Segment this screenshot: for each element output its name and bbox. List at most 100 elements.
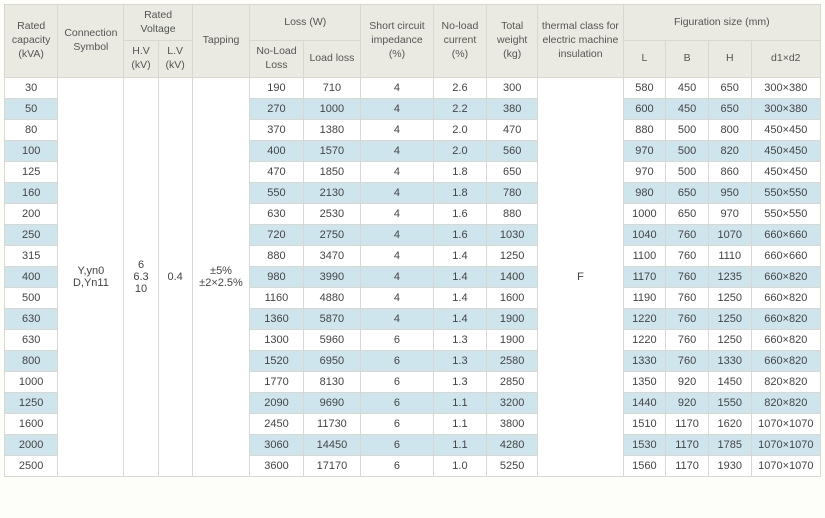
cell-total-weight: 880 <box>487 203 538 224</box>
cell-kva: 400 <box>5 266 58 287</box>
cell-L: 1220 <box>623 308 666 329</box>
cell-L: 1510 <box>623 413 666 434</box>
cell-no-load-current: 1.6 <box>433 203 486 224</box>
cell-total-weight: 1030 <box>487 224 538 245</box>
cell-load-loss: 710 <box>303 77 361 98</box>
cell-no-load-current: 1.1 <box>433 434 486 455</box>
cell-total-weight: 1900 <box>487 329 538 350</box>
cell-L: 1220 <box>623 329 666 350</box>
cell-L: 1000 <box>623 203 666 224</box>
cell-H: 1070 <box>708 224 751 245</box>
cell-load-loss: 3990 <box>303 266 361 287</box>
cell-d1d2: 1070×1070 <box>751 434 820 455</box>
cell-L: 1440 <box>623 392 666 413</box>
cell-no-load-loss: 2090 <box>250 392 303 413</box>
cell-L: 880 <box>623 119 666 140</box>
cell-load-loss: 11730 <box>303 413 361 434</box>
cell-total-weight: 5250 <box>487 455 538 476</box>
cell-d1d2: 450×450 <box>751 140 820 161</box>
cell-B: 760 <box>666 224 709 245</box>
cell-kva: 100 <box>5 140 58 161</box>
cell-impedance: 6 <box>361 434 434 455</box>
cell-no-load-current: 1.4 <box>433 266 486 287</box>
cell-H: 1930 <box>708 455 751 476</box>
cell-B: 920 <box>666 392 709 413</box>
cell-d1d2: 820×820 <box>751 392 820 413</box>
cell-L: 580 <box>623 77 666 98</box>
cell-kva: 200 <box>5 203 58 224</box>
cell-load-loss: 1380 <box>303 119 361 140</box>
cell-H: 1330 <box>708 350 751 371</box>
cell-no-load-current: 2.2 <box>433 98 486 119</box>
cell-kva: 630 <box>5 308 58 329</box>
cell-no-load-current: 2.0 <box>433 119 486 140</box>
cell-kva: 500 <box>5 287 58 308</box>
cell-kva: 250 <box>5 224 58 245</box>
cell-total-weight: 1900 <box>487 308 538 329</box>
cell-total-weight: 3800 <box>487 413 538 434</box>
cell-no-load-current: 1.1 <box>433 392 486 413</box>
cell-no-load-current: 1.3 <box>433 350 486 371</box>
cell-impedance: 6 <box>361 455 434 476</box>
cell-total-weight: 560 <box>487 140 538 161</box>
cell-load-loss: 14450 <box>303 434 361 455</box>
cell-B: 500 <box>666 119 709 140</box>
cell-total-weight: 300 <box>487 77 538 98</box>
cell-impedance: 4 <box>361 140 434 161</box>
cell-d1d2: 550×550 <box>751 182 820 203</box>
cell-total-weight: 2580 <box>487 350 538 371</box>
cell-no-load-current: 1.4 <box>433 308 486 329</box>
cell-H: 1250 <box>708 287 751 308</box>
th-B: B <box>666 41 709 77</box>
cell-H: 650 <box>708 98 751 119</box>
th-tapping: Tapping <box>192 5 250 78</box>
cell-d1d2: 660×660 <box>751 245 820 266</box>
cell-H: 1110 <box>708 245 751 266</box>
cell-H: 1250 <box>708 308 751 329</box>
cell-no-load-loss: 1520 <box>250 350 303 371</box>
cell-tapping: ±5% ±2×2.5% <box>192 77 250 476</box>
cell-d1d2: 660×820 <box>751 308 820 329</box>
cell-L: 1560 <box>623 455 666 476</box>
cell-B: 450 <box>666 77 709 98</box>
cell-no-load-current: 1.4 <box>433 287 486 308</box>
cell-H: 970 <box>708 203 751 224</box>
cell-no-load-loss: 550 <box>250 182 303 203</box>
table-header: Rated capacity (kVA) Connection Symbol R… <box>5 5 821 78</box>
cell-no-load-loss: 3600 <box>250 455 303 476</box>
spec-table: Rated capacity (kVA) Connection Symbol R… <box>4 4 821 477</box>
cell-H: 1450 <box>708 371 751 392</box>
cell-B: 760 <box>666 308 709 329</box>
table-body: 30Y,yn0 D,Yn116 6.3 100.4±5% ±2×2.5%1907… <box>5 77 821 476</box>
cell-no-load-loss: 1770 <box>250 371 303 392</box>
cell-H: 1620 <box>708 413 751 434</box>
cell-L: 1330 <box>623 350 666 371</box>
cell-load-loss: 3470 <box>303 245 361 266</box>
cell-B: 1170 <box>666 455 709 476</box>
cell-total-weight: 650 <box>487 161 538 182</box>
cell-B: 920 <box>666 371 709 392</box>
th-H: H <box>708 41 751 77</box>
cell-d1d2: 660×820 <box>751 329 820 350</box>
cell-impedance: 4 <box>361 98 434 119</box>
cell-lv: 0.4 <box>158 77 192 476</box>
cell-impedance: 6 <box>361 329 434 350</box>
cell-impedance: 4 <box>361 224 434 245</box>
cell-load-loss: 1570 <box>303 140 361 161</box>
cell-no-load-loss: 1160 <box>250 287 303 308</box>
cell-d1d2: 450×450 <box>751 119 820 140</box>
cell-load-loss: 2530 <box>303 203 361 224</box>
cell-no-load-loss: 470 <box>250 161 303 182</box>
cell-no-load-current: 1.3 <box>433 329 486 350</box>
th-hv: H.V (kV) <box>124 41 158 77</box>
cell-kva: 630 <box>5 329 58 350</box>
cell-B: 500 <box>666 161 709 182</box>
cell-load-loss: 1850 <box>303 161 361 182</box>
cell-no-load-loss: 270 <box>250 98 303 119</box>
cell-B: 760 <box>666 350 709 371</box>
cell-B: 500 <box>666 140 709 161</box>
cell-impedance: 4 <box>361 203 434 224</box>
cell-no-load-current: 1.1 <box>433 413 486 434</box>
cell-no-load-loss: 190 <box>250 77 303 98</box>
cell-no-load-loss: 400 <box>250 140 303 161</box>
